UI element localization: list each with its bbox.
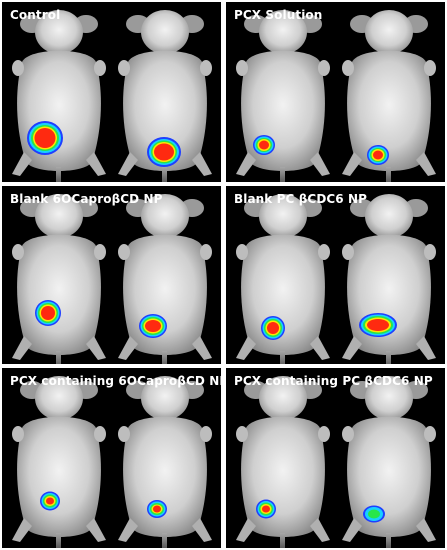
panel-pcx-6ocaprobcd-np: PCX containing 6OCaproβCD NP <box>2 368 221 548</box>
mouse <box>12 376 106 548</box>
mice-image <box>236 10 436 182</box>
signal-blob <box>35 300 61 326</box>
panel-control: Control <box>2 2 221 182</box>
signal-blob <box>147 137 181 167</box>
mice-image <box>236 376 436 548</box>
mouse <box>342 194 436 364</box>
signal-blob <box>147 500 167 518</box>
mice-image <box>12 194 212 364</box>
signal-blob <box>261 316 285 340</box>
signal-blob <box>363 505 385 523</box>
signal-blob <box>139 314 167 338</box>
mouse <box>342 10 436 182</box>
mouse <box>236 376 330 548</box>
panel-title: PCX containing PC βCDC6 NP <box>234 374 433 388</box>
panel-title: PCX Solution <box>234 8 323 22</box>
mouse <box>12 194 106 364</box>
panel-pcx-pc-bcdc6-np: PCX containing PC βCDC6 NP <box>226 368 445 548</box>
mouse <box>342 376 436 548</box>
mice-image <box>236 194 436 364</box>
panel-blank-6ocaprobcd-np: Blank 6OCaproβCD NP <box>2 186 221 364</box>
panel-title: PCX containing 6OCaproβCD NP <box>10 374 221 388</box>
signal-blob <box>40 491 60 511</box>
mice-image <box>12 376 212 548</box>
mice-image <box>12 10 212 182</box>
mouse <box>118 194 212 364</box>
panel-title: Blank 6OCaproβCD NP <box>10 192 163 206</box>
signal-blob <box>256 499 276 519</box>
signal-blob <box>359 313 397 337</box>
panel-title: Blank PC βCDC6 NP <box>234 192 368 206</box>
mouse <box>12 10 106 182</box>
mouse <box>236 194 330 364</box>
panel-blank-pc-bcdc6-np: Blank PC βCDC6 NP <box>226 186 445 364</box>
panel-title: Control <box>10 8 61 22</box>
mouse <box>118 376 212 548</box>
signal-blob <box>27 121 63 155</box>
mouse <box>236 10 330 182</box>
panel-pcx-solution: PCX Solution <box>226 2 445 182</box>
signal-blob <box>367 145 389 165</box>
signal-blob <box>253 135 275 155</box>
